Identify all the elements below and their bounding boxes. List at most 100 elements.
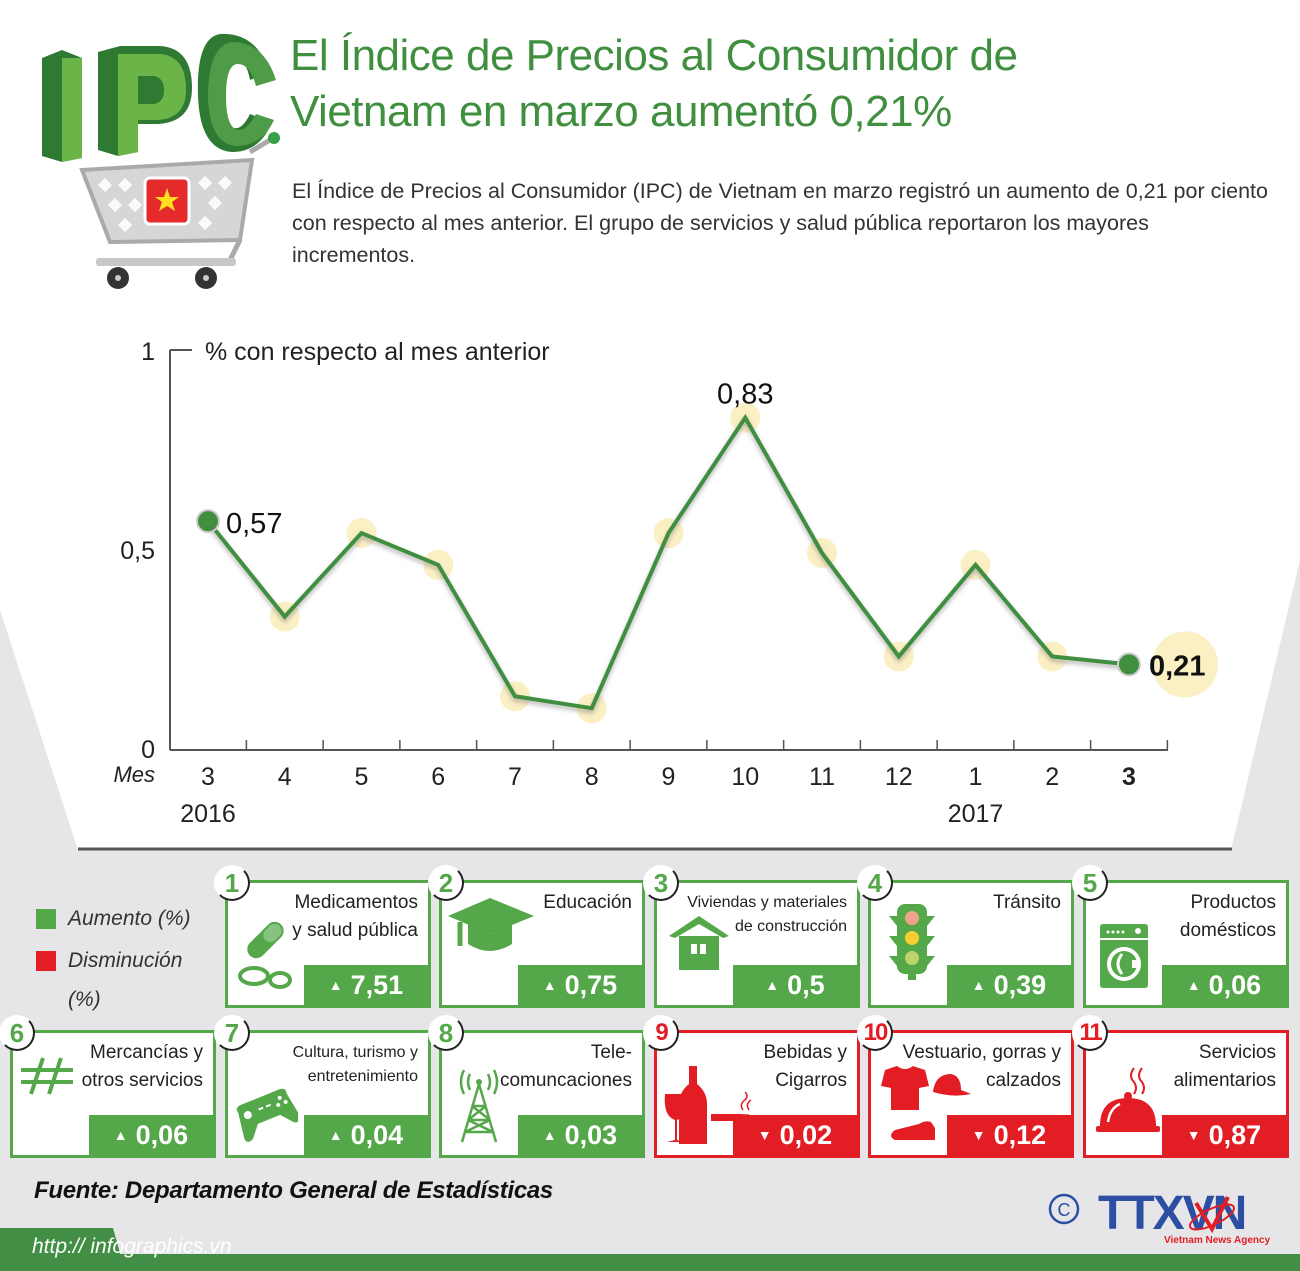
category-label: Medicamentos y salud pública [292, 892, 418, 941]
down-arrow-icon: ▼ [757, 1127, 772, 1143]
hash-icon [19, 1056, 75, 1101]
page-title: El Índice de Precios al Consumidor de Vi… [290, 28, 1018, 140]
category-card: 6 Mercancías y otros servicios ▲ 0,06 [0, 1015, 216, 1158]
antenna-tower-icon [454, 1068, 504, 1149]
x-tick-label: 12 [885, 763, 913, 791]
x-tick-label: 1 [969, 763, 983, 791]
category-card: 4 Tránsito ▲ 0,39 [857, 865, 1074, 1008]
point-markers [196, 509, 1218, 698]
category-number: 10 [857, 1015, 893, 1051]
category-label: Tele-comuncaciones [499, 1042, 632, 1091]
category-card: 11 Servicios alimentarios ▼ 0,87 [1072, 1015, 1289, 1158]
category-card: 5 Productos domésticos ▲ 0,06 [1072, 865, 1289, 1008]
category-number: 4 [857, 865, 893, 901]
category-card: 10 Vestuario, gorras y calzados ▼ 0,12 [857, 1015, 1074, 1158]
data-label: 0,21 [1149, 650, 1205, 682]
shopping-cart-icon [79, 132, 280, 289]
category-label: Educación [543, 892, 632, 913]
copyright-icon [1048, 1193, 1080, 1225]
up-arrow-icon: ▲ [542, 977, 557, 993]
category-number: 9 [643, 1015, 679, 1051]
x-tick-label: 4 [278, 763, 292, 791]
up-arrow-icon: ▲ [765, 977, 780, 993]
endpoint-marker [196, 509, 220, 534]
series-line [206, 413, 1130, 711]
current-value-highlight [1152, 631, 1218, 698]
year-label: 2016 [180, 800, 236, 828]
category-value: ▲ 0,75 [518, 965, 642, 1005]
traffic-light-icon [887, 904, 937, 985]
down-arrow-icon: ▼ [1186, 1127, 1201, 1143]
year-label: 2017 [948, 800, 1004, 828]
ttxvn-logo: C TTXVN Vietnam News Agency [1048, 1187, 1271, 1246]
data-label: 0,83 [717, 379, 773, 411]
legend: Aumento (%) Disminución (%) [36, 898, 191, 1018]
intro-paragraph: El Índice de Precios al Consumidor (IPC)… [292, 179, 1268, 267]
category-number: 8 [428, 1015, 464, 1051]
category-value: ▲ 0,03 [518, 1115, 642, 1155]
x-tick-label: 7 [508, 763, 522, 791]
legend-increase: Aumento (%) [36, 898, 191, 940]
gamepad-icon [234, 1082, 301, 1147]
down-arrow-icon: ▼ [971, 1127, 986, 1143]
point-highlights [269, 402, 1068, 724]
category-label: Productos domésticos [1179, 892, 1276, 941]
chart-labels: % con respecto al mes anterior Mes 3 4 5 6 7 8 9… [113, 338, 1205, 828]
up-arrow-icon: ▲ [971, 977, 986, 993]
footer-bar [0, 1254, 1300, 1271]
x-tick-label: 9 [662, 763, 676, 791]
category-card: 8 Tele-comuncaciones ▲ 0,03 [428, 1015, 645, 1158]
house-icon [667, 912, 731, 977]
category-label: Mercancías y otros servicios [81, 1042, 203, 1091]
data-label: 0,57 [226, 508, 282, 540]
website-link[interactable]: http:// infographics.vn [32, 1235, 232, 1258]
decrease-swatch [36, 951, 56, 971]
category-number: 5 [1072, 865, 1108, 901]
category-label: Tránsito [993, 892, 1061, 913]
category-label: Cultura, turismo y entretenimiento [292, 1044, 418, 1085]
category-value: ▼ 0,02 [733, 1115, 857, 1155]
chart-axes: 00,51 [120, 338, 1169, 764]
footer-tab [0, 1228, 120, 1271]
graduation-cap-icon [446, 894, 536, 969]
x-tick-label: 2 [1045, 763, 1059, 791]
category-label: Bebidas y Cigarros [763, 1042, 847, 1091]
svg-text:Vietnam News Agency: Vietnam News Agency [1164, 1235, 1271, 1246]
category-number: 6 [0, 1015, 35, 1051]
category-card: 1 Medicamentos y salud pública ▲ 7,51 [214, 865, 431, 1008]
ipc-3d-letters-icon [42, 33, 276, 162]
category-card: 2 Educación ▲ 0,75 [428, 865, 645, 1008]
up-arrow-icon: ▲ [328, 977, 343, 993]
category-card: 9 Bebidas y Cigarros ▼ 0,02 [643, 1015, 860, 1158]
up-arrow-icon: ▲ [1186, 977, 1201, 993]
y-tick-label: 0 [141, 736, 155, 764]
category-number: 3 [643, 865, 679, 901]
x-tick-label: 5 [355, 763, 369, 791]
increase-swatch [36, 909, 56, 929]
category-value: ▲ 0,06 [1162, 965, 1286, 1005]
svg-text:C: C [1058, 1200, 1071, 1220]
x-tick-label: 8 [585, 763, 599, 791]
category-label: Servicios alimentarios [1173, 1042, 1276, 1091]
category-value: ▲ 0,39 [947, 965, 1071, 1005]
up-arrow-icon: ▲ [328, 1127, 343, 1143]
up-arrow-icon: ▲ [113, 1127, 128, 1143]
food-cloche-icon [1094, 1066, 1168, 1141]
source-note: Fuente: Departamento General de Estadíst… [34, 1177, 553, 1204]
ipc-cart-logo [42, 33, 280, 289]
category-value: ▼ 0,87 [1162, 1115, 1286, 1155]
x-tick-label: 6 [431, 763, 445, 791]
category-label: Viviendas y materiales de construcción [687, 894, 847, 935]
title-line-2: Vietnam en marzo aumentó 0,21% [290, 87, 952, 136]
category-number: 2 [428, 865, 464, 901]
category-value: ▲ 0,06 [89, 1115, 213, 1155]
y-tick-label: 1 [141, 338, 155, 366]
pills-icon [234, 920, 304, 995]
svg-text:TTXVN: TTXVN [1098, 1187, 1245, 1240]
x-tick-label: 3 [201, 763, 215, 791]
y-axis-title: % con respecto al mes anterior [205, 338, 550, 366]
legend-decrease: Disminución [36, 940, 191, 982]
category-label: Vestuario, gorras y calzados [902, 1042, 1061, 1091]
